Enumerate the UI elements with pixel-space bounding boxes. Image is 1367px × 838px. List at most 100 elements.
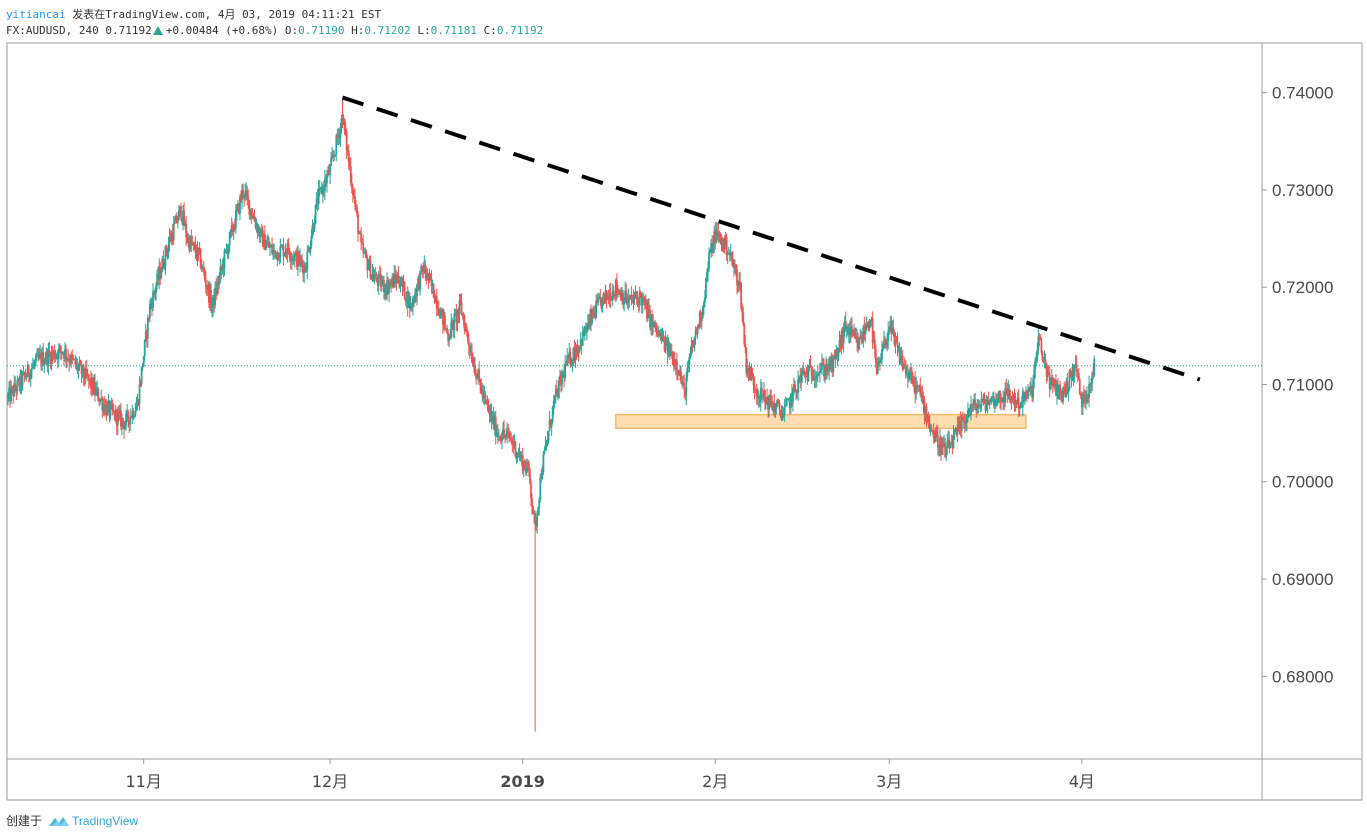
candle-body: [335, 135, 338, 155]
candle-body: [991, 396, 994, 398]
candle-body: [577, 347, 580, 353]
candle-body: [238, 203, 240, 214]
candle-body: [570, 364, 573, 366]
candle-body: [569, 351, 572, 366]
candle-body: [927, 415, 930, 423]
candle-body: [1030, 386, 1032, 390]
candle-body: [476, 376, 479, 378]
candle-body: [510, 438, 513, 440]
candle-body: [805, 371, 808, 373]
candle-body: [1020, 402, 1023, 408]
candle-body: [524, 467, 527, 473]
candle-body: [99, 399, 102, 402]
candle-body: [375, 274, 378, 281]
candle-body: [747, 368, 750, 373]
candle-body: [972, 405, 975, 407]
candle-body: [799, 376, 802, 382]
candle-body: [423, 264, 426, 273]
candle-body: [1012, 394, 1015, 398]
candle-body: [727, 253, 730, 255]
candle-body: [468, 346, 471, 353]
candle-body: [793, 384, 795, 389]
candle-body: [506, 431, 509, 434]
candle-body: [437, 308, 440, 315]
candle-body: [651, 314, 654, 327]
candle-body: [322, 186, 325, 192]
candle-body: [699, 311, 702, 322]
candle-body: [1047, 372, 1050, 375]
candle-body: [233, 227, 236, 229]
candle-body: [272, 250, 275, 254]
candle-body: [619, 291, 621, 295]
candle-body: [925, 406, 928, 420]
candle-body: [208, 284, 210, 304]
candle-body: [702, 303, 705, 307]
price-chart[interactable]: 0.74000 0.73000 0.72000 0.71000 0.70000 0.690…: [0, 0, 1367, 810]
candle-body: [425, 274, 428, 279]
candle-body: [720, 238, 723, 244]
candle-body: [1086, 395, 1088, 400]
candle-body: [106, 404, 109, 416]
candle-body: [725, 237, 728, 255]
candle-body: [739, 281, 742, 283]
candle-body: [398, 281, 401, 288]
candle-body: [383, 279, 385, 293]
candle-body: [818, 371, 821, 374]
candle-body: [112, 410, 115, 412]
candle-body: [639, 292, 642, 296]
candle-body: [673, 359, 676, 367]
candle-body: [746, 368, 749, 374]
candle-body: [522, 461, 525, 471]
candle-body: [812, 378, 815, 381]
tradingview-brand[interactable]: TradingView: [72, 814, 139, 828]
candle-body: [1088, 383, 1090, 398]
candle-body: [85, 368, 88, 376]
candle-body: [241, 189, 243, 201]
candle-body: [194, 244, 197, 253]
candle-body: [717, 232, 720, 237]
candle-body: [680, 371, 682, 383]
candle-body: [357, 214, 359, 234]
candle-body: [1017, 397, 1020, 410]
candle-body: [153, 291, 155, 293]
candle-body: [380, 283, 383, 287]
candle-body: [257, 228, 260, 234]
candle-body: [367, 267, 370, 271]
candle-body: [745, 347, 748, 374]
candle-body: [823, 363, 825, 376]
price-tick-label: 0.71000: [1272, 375, 1333, 394]
candle-body: [239, 196, 241, 214]
candle-body: [150, 303, 152, 305]
candle-body: [509, 436, 512, 439]
candle-body: [530, 482, 532, 498]
candle-body: [742, 312, 745, 325]
candle-body: [544, 444, 547, 451]
candle-body: [98, 400, 101, 402]
candle-body: [884, 339, 886, 345]
candle-body: [160, 271, 163, 279]
candle-body: [649, 309, 651, 328]
candle-body: [204, 279, 207, 287]
candle-body: [872, 339, 875, 343]
candle-body: [788, 399, 791, 408]
candle-body: [91, 378, 93, 389]
candle-body: [123, 422, 125, 430]
candle-body: [1043, 359, 1046, 361]
candle-body: [708, 252, 710, 269]
author-link[interactable]: yitiancai: [6, 8, 66, 21]
candle-body: [809, 364, 812, 368]
trendline-layer: [341, 95, 1201, 382]
candle-body: [844, 320, 847, 330]
candle-body: [924, 406, 927, 415]
candle-body: [496, 432, 499, 437]
candle-body: [449, 337, 452, 339]
candle-body: [752, 376, 755, 386]
candle-body: [77, 367, 80, 371]
candle-body: [692, 345, 695, 347]
candle-body: [737, 285, 739, 287]
candle-body: [736, 269, 738, 286]
candle-body: [237, 203, 239, 210]
candle-body: [171, 233, 174, 241]
candle-body: [553, 396, 556, 401]
candle-body: [871, 318, 874, 343]
